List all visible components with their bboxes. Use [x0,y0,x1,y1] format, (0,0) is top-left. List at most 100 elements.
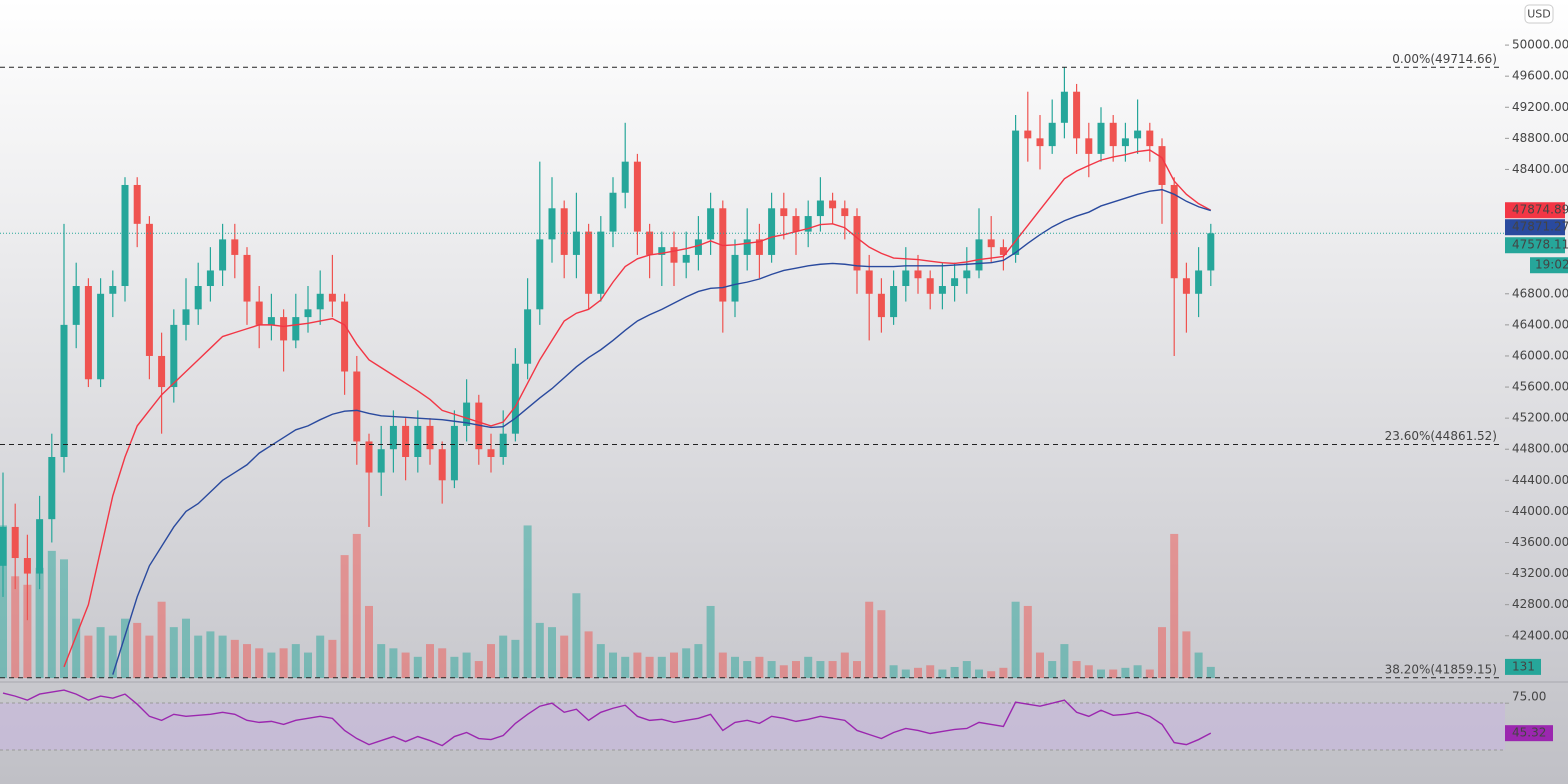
volume-bar [950,666,959,678]
volume-bar [23,584,32,678]
candle-body [572,231,580,255]
y-tick-label: 49200.00 [1512,100,1568,114]
volume-bar [340,555,349,678]
y-tick-label: 42400.00 [1512,628,1568,642]
candle-body [499,433,507,457]
candle-body [865,270,873,294]
candle-body [389,425,397,450]
candle-body [341,301,349,372]
candle-body [450,425,458,481]
volume-bar [755,656,764,678]
candle-body [768,208,776,255]
volume-bar [60,559,68,678]
y-tick-label: 43600.00 [1512,535,1568,549]
volume-label: 131 [1512,659,1535,673]
currency-button[interactable] [1524,4,1554,24]
currency[interactable]: USD [1527,8,1551,21]
volume-bar [304,652,312,678]
candle-body [938,286,946,294]
volume-bar [1194,652,1203,678]
candle-body [1146,130,1154,147]
y-tick-label: 45600.00 [1512,380,1568,394]
rsi-layer [2,689,1212,747]
ma-fast-label-box [1505,202,1565,219]
volume-bar [731,656,739,678]
volume-bar [584,631,593,678]
volume-bar [1133,665,1142,678]
fib-label: 0.00%(49714.66) [1392,52,1497,66]
candle-body [23,558,31,574]
volume-bar [572,593,581,678]
candle-body [206,270,214,287]
volume-bar [975,669,983,678]
volume-bar [1084,665,1093,678]
candle-body [621,161,629,193]
volume-bar [743,661,752,678]
volume-layer [0,525,1215,678]
candle-body [243,254,251,302]
candle-body [377,449,385,473]
volume-bar [194,635,203,678]
volume-bar [670,652,678,678]
volume-bar [450,656,459,678]
candle-body [414,425,422,457]
volume-bar [1206,666,1215,678]
candle-body [84,286,92,380]
candle-body [877,293,885,318]
volume-bar [804,656,813,678]
candle-body [1195,270,1203,294]
volume-bar [767,661,776,678]
volume-bar [413,656,422,678]
volume-bar [316,635,325,678]
candle-body [560,208,568,255]
candle-body [1097,122,1105,154]
candle-body [255,301,263,325]
last-price-label: 47578.11 [1512,238,1568,252]
candle-body [72,286,80,325]
volume-bar [828,661,837,678]
candle-body [97,293,105,380]
candle-body [816,200,824,217]
y-tick-label: 50000.00 [1512,38,1568,52]
volume-bar [218,635,227,678]
candle-body [219,239,227,271]
candle-body [829,200,837,209]
candle-body [670,247,678,263]
candle-body [926,278,934,294]
volume-bar [657,656,666,678]
candle-body [365,441,373,473]
candle-body [999,247,1007,255]
candle-body [707,208,715,240]
volume-bar [816,661,825,678]
volume-bar [352,533,361,678]
ma-slow-label-box [1505,219,1565,236]
volume-bar [560,635,569,678]
candle-body [841,208,849,217]
candle-body [487,449,495,457]
candle-body [719,208,727,302]
volume-bar [145,635,154,678]
volume-bar [914,667,922,678]
volume-bar [328,639,337,678]
y-tick-label: 46800.00 [1512,286,1568,300]
candle-body [585,231,593,294]
candle-body [914,270,922,279]
candle-body [548,208,556,240]
candle-body [1036,138,1044,147]
candle-body [694,239,702,255]
candle-body [158,355,166,388]
volume-bar [474,661,483,678]
y-tick-label: 43200.00 [1512,566,1568,580]
countdown-box [1530,257,1568,274]
volume-bar [694,644,703,678]
volume-bar [621,656,630,678]
candle-body [48,456,56,520]
y-tick-label: 44400.00 [1512,473,1568,487]
candle-body [524,309,532,364]
candle-body [1012,130,1020,255]
candle-body [292,317,300,341]
candle-body [853,216,861,271]
volume-bar [84,635,93,678]
volume-bar [1170,533,1179,678]
volume-bar [865,601,874,678]
